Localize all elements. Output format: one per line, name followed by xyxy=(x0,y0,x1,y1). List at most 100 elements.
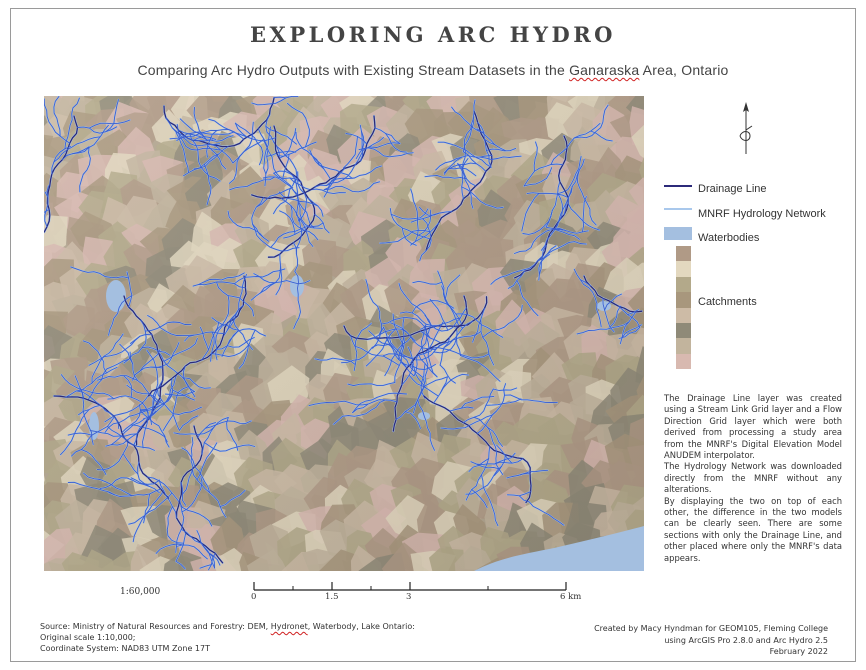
drainage-line xyxy=(91,333,124,384)
drainage-line xyxy=(372,326,384,349)
drainage-line xyxy=(516,280,539,317)
drainage-line xyxy=(282,153,290,178)
drainage-line xyxy=(457,163,477,187)
map-frame[interactable] xyxy=(44,96,644,571)
drainage-line xyxy=(238,329,256,369)
drainage-line xyxy=(540,202,567,251)
scale-ratio: 1:60,000 xyxy=(120,587,161,597)
drainage-line xyxy=(183,146,229,177)
drainage-line xyxy=(273,172,302,183)
drainage-line xyxy=(590,130,613,142)
drainage-line xyxy=(141,346,171,356)
drainage-line xyxy=(604,293,622,311)
drainage-line xyxy=(252,223,300,252)
drainage-line xyxy=(137,461,160,494)
drainage-line xyxy=(455,325,461,356)
drainage-line xyxy=(295,131,325,170)
drainage-line xyxy=(290,204,319,241)
drainage-line xyxy=(219,489,246,508)
drainage-line xyxy=(221,330,239,357)
drainage-line xyxy=(146,349,159,396)
drainage-line xyxy=(513,228,566,254)
drainage-line xyxy=(176,131,235,141)
drainage-line xyxy=(175,499,185,553)
source-text: Source: Ministry of Natural Resources an… xyxy=(40,621,415,654)
drainage-line xyxy=(437,141,492,168)
drainage-line xyxy=(482,304,523,338)
drainage-line xyxy=(128,492,173,525)
drainage-line xyxy=(618,305,641,328)
drainage-line xyxy=(379,229,431,244)
drainage-line xyxy=(471,489,488,509)
catchment-swatch xyxy=(676,353,691,369)
drainage-line xyxy=(538,253,550,275)
drainage-line xyxy=(77,126,118,134)
drainage-line xyxy=(234,122,264,166)
drainage-line xyxy=(365,328,397,367)
drainage-line xyxy=(175,560,186,570)
drainage-line xyxy=(326,165,382,186)
drainage-line xyxy=(142,406,149,449)
drainage-line xyxy=(418,206,441,216)
drainage-line xyxy=(293,270,301,330)
drainage-line xyxy=(203,163,212,206)
drainage-line xyxy=(201,416,229,455)
drainage-line xyxy=(126,384,164,405)
drainage-line xyxy=(182,436,194,495)
legend-waterbodies-symbol xyxy=(664,227,692,240)
drainage-line xyxy=(308,400,369,407)
drainage-line xyxy=(87,358,130,400)
drainage-line xyxy=(208,552,216,571)
drainage-line xyxy=(460,395,495,409)
drainage-line xyxy=(183,377,211,389)
drainage-line xyxy=(412,280,443,285)
drainage-line xyxy=(343,136,358,169)
drainage-line xyxy=(70,266,129,279)
drainage-line xyxy=(155,543,184,554)
drainage-line xyxy=(429,298,449,331)
drainage-line xyxy=(275,265,283,296)
drainage-line xyxy=(181,477,203,513)
drainage-line xyxy=(266,150,297,157)
drainage-line xyxy=(97,375,139,381)
drainage-line xyxy=(352,392,408,414)
north-arrow-icon xyxy=(739,102,753,154)
drainage-line xyxy=(229,176,276,191)
drainage-line xyxy=(82,340,107,374)
drainage-line xyxy=(273,170,297,178)
drainage-line xyxy=(410,345,435,364)
drainage-line xyxy=(550,147,568,165)
drainage-line xyxy=(492,387,518,391)
drainage-line xyxy=(352,399,398,414)
map-subtitle: Comparing Arc Hydro Outputs with Existin… xyxy=(10,62,856,78)
drainage-line xyxy=(44,104,71,144)
drainage-line xyxy=(347,382,396,387)
drainage-line xyxy=(293,242,299,272)
drainage-line xyxy=(461,117,475,170)
drainage-line xyxy=(388,336,425,384)
watershed-map[interactable] xyxy=(44,96,644,571)
drainage-line xyxy=(88,119,131,129)
drainage-line xyxy=(297,196,315,229)
scale-label-0: 0 xyxy=(251,592,257,602)
legend-catchments-label: Catchments xyxy=(698,296,757,308)
legend-mnrf-network-label: MNRF Hydrology Network xyxy=(698,208,826,220)
drainage-line xyxy=(417,399,435,451)
drainage-line xyxy=(361,147,414,158)
drainage-line xyxy=(385,133,407,153)
drainage-line xyxy=(199,564,212,569)
description-paragraph: The Hydrology Network was downloaded dir… xyxy=(664,461,842,495)
scale-label-2: 3 xyxy=(406,592,412,602)
drainage-line xyxy=(104,410,147,433)
scale-label-3: 6 km xyxy=(560,592,582,602)
legend-drainage-line-symbol xyxy=(664,185,692,187)
drainage-line xyxy=(169,129,218,140)
drainage-line xyxy=(573,104,609,139)
drainage-line xyxy=(216,281,255,317)
drainage-line xyxy=(233,268,286,285)
drainage-line xyxy=(323,181,381,193)
drainage-line xyxy=(342,137,384,181)
lake-ontario xyxy=(474,526,644,571)
drainage-line xyxy=(485,424,504,476)
source-text-before: Source: Ministry of Natural Resources an… xyxy=(40,622,271,631)
